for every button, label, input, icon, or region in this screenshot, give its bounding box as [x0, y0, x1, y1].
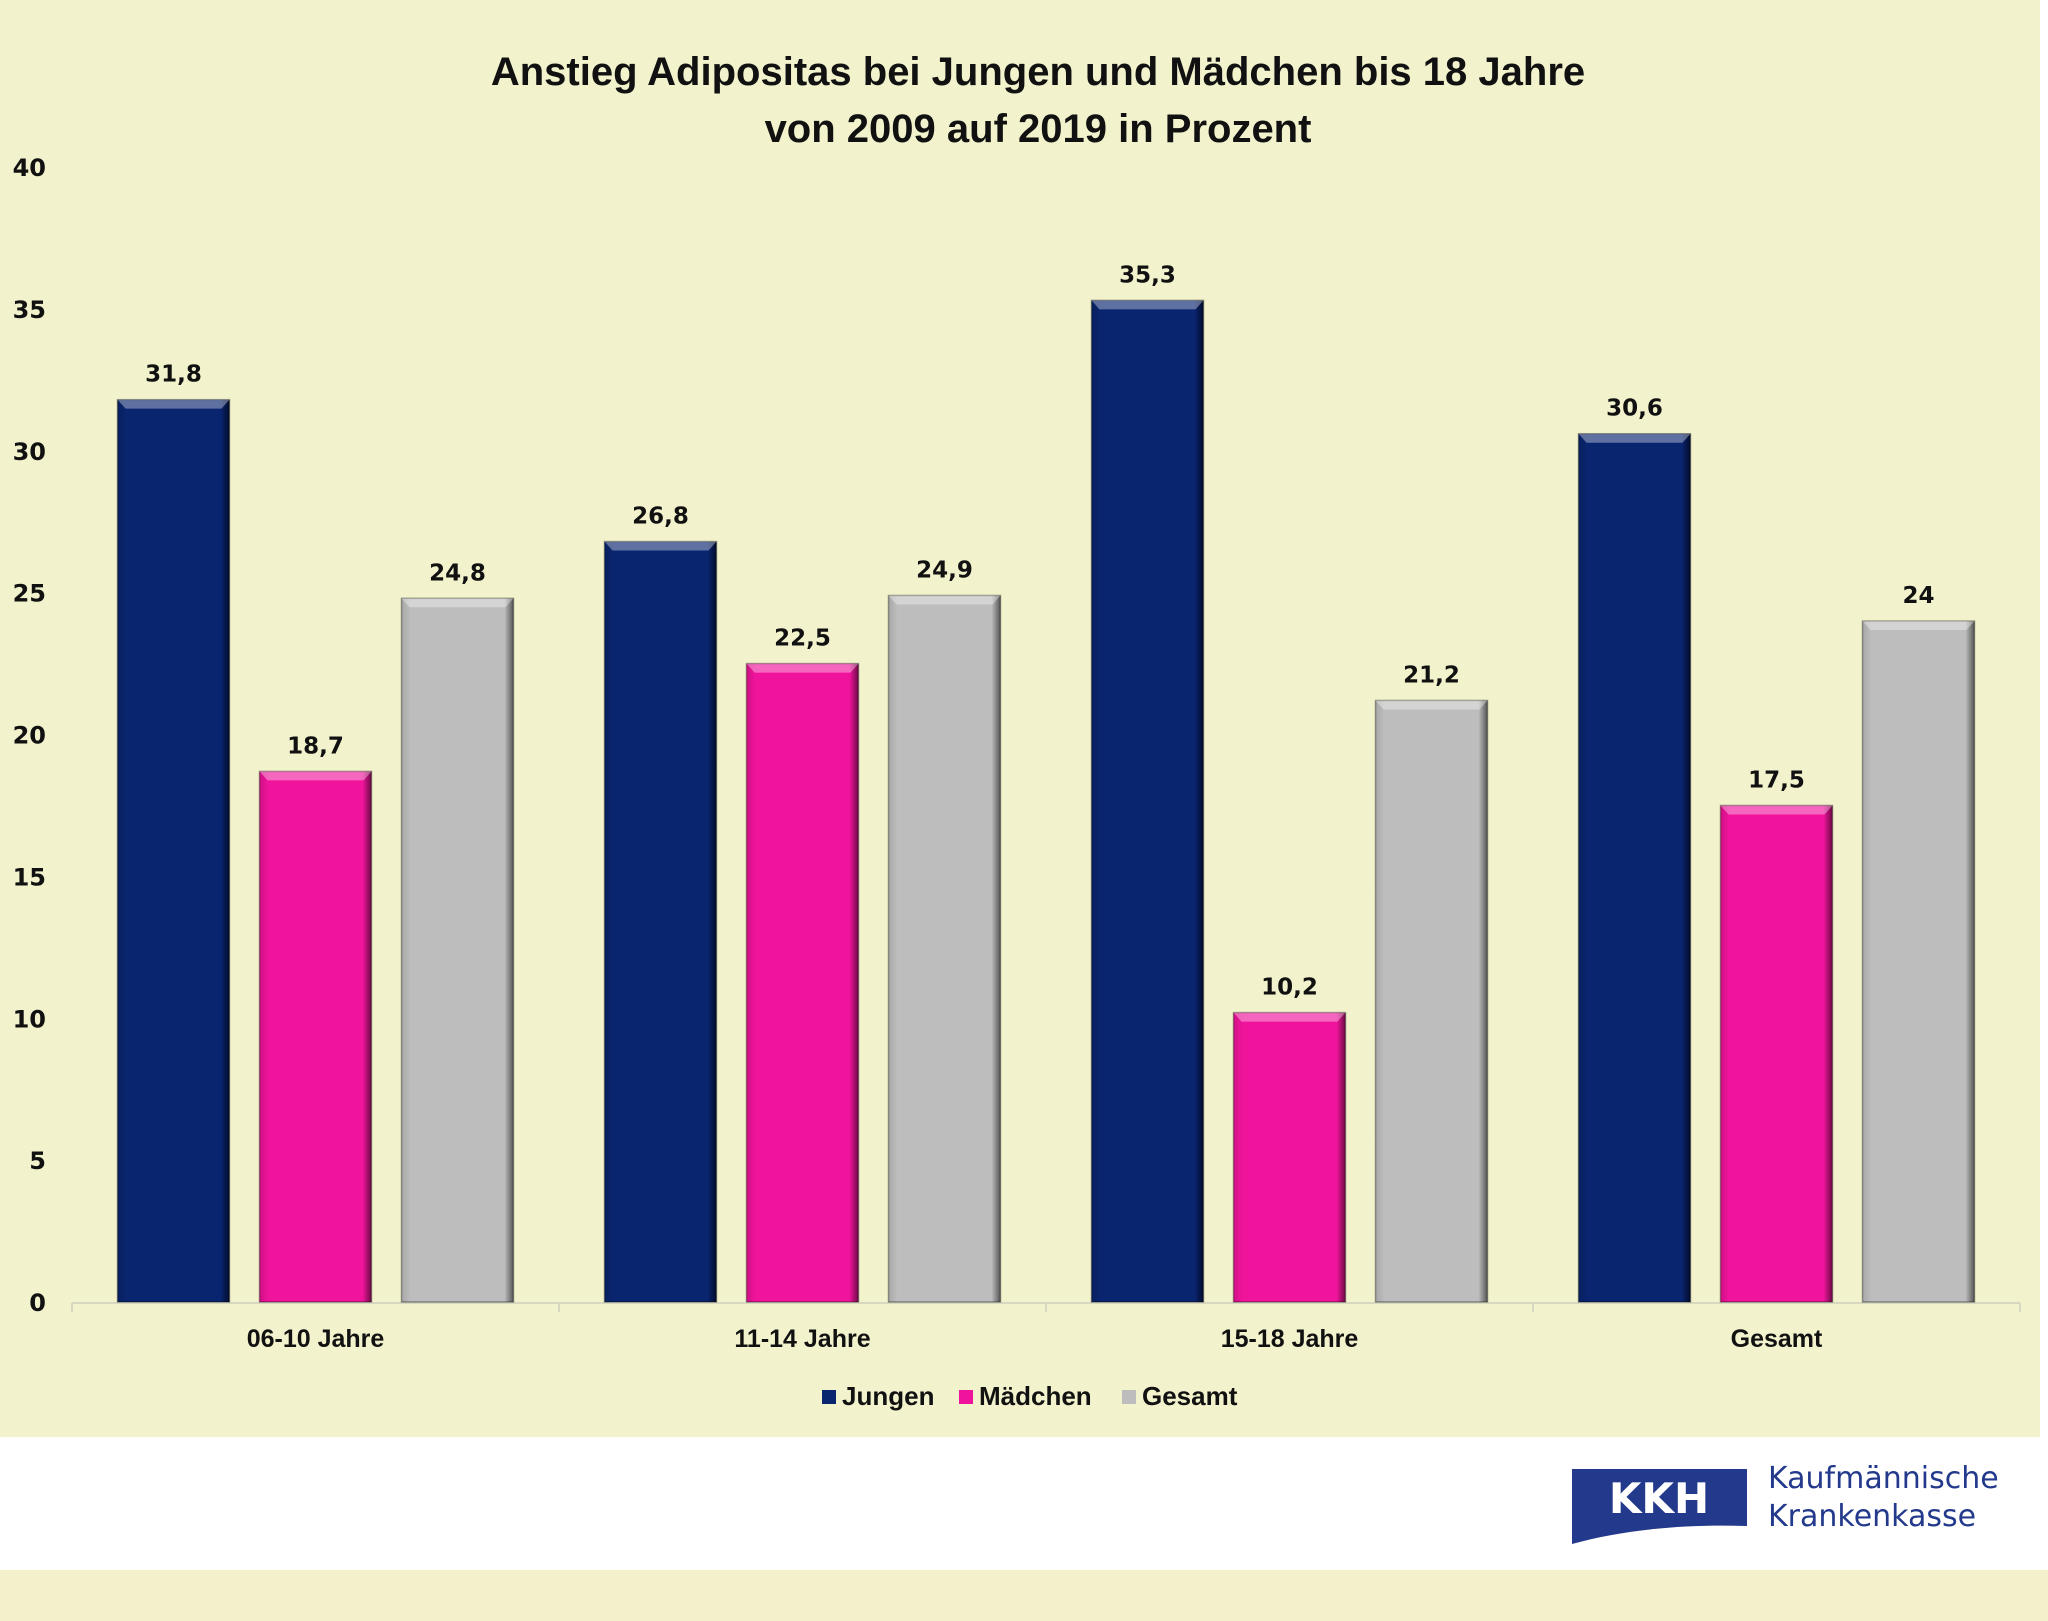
legend-label: Gesamt: [1142, 1381, 1238, 1411]
legend-swatch: [822, 1390, 836, 1404]
bar-bevel: [1862, 621, 1975, 630]
kkh-logo-text: Kaufmännische Krankenkasse: [1768, 1460, 1999, 1536]
bar-rect: [258, 770, 373, 1303]
bar-bevel: [1720, 805, 1833, 815]
x-category-label: 15-18 Jahre: [1221, 1325, 1359, 1353]
y-tick-label: 15: [13, 863, 46, 891]
right-edge: [2040, 0, 2048, 1437]
legend-swatch: [1122, 1390, 1136, 1404]
bar-bevel: [746, 663, 859, 673]
bar-rect: [1232, 1011, 1347, 1303]
bar-gesamt: 24,8: [400, 560, 515, 1303]
bar-rect: [1090, 299, 1205, 1303]
bar-jungen: 26,8: [603, 504, 718, 1303]
legend-item-jungen: Jungen: [822, 1381, 934, 1411]
bar-rect: [745, 662, 860, 1303]
x-category-label: 11-14 Jahre: [734, 1325, 870, 1353]
bar-bevel: [401, 598, 514, 608]
bar-jungen: 30,6: [1577, 396, 1692, 1303]
bar-gesamt: 24,9: [887, 557, 1002, 1303]
x-category-label: 06-10 Jahre: [247, 1325, 385, 1353]
data-label: 24: [1902, 583, 1934, 609]
bar-rect: [603, 540, 718, 1303]
data-label: 21,2: [1403, 662, 1460, 688]
legend-label: Mädchen: [979, 1381, 1092, 1411]
bar-gesamt: 21,2: [1374, 662, 1489, 1303]
y-tick-label: 30: [13, 438, 46, 466]
data-label: 18,7: [287, 733, 344, 759]
data-label: 35,3: [1119, 262, 1176, 288]
bar-bevel: [1091, 300, 1204, 310]
data-label: 10,2: [1261, 975, 1318, 1001]
bar-mdchen: 22,5: [745, 626, 860, 1303]
y-tick-label: 0: [29, 1289, 46, 1317]
bar-jungen: 35,3: [1090, 262, 1205, 1303]
bar-rect: [887, 594, 1002, 1303]
chart-subtitle: von 2009 auf 2019 in Prozent: [765, 107, 1312, 151]
legend-item-mdchen: Mädchen: [959, 1381, 1092, 1411]
data-label: 26,8: [632, 504, 689, 530]
bar-gesamt: 24: [1861, 583, 1976, 1303]
kkh-logo-mark: KKH: [1572, 1469, 1747, 1544]
logo-line-1: Kaufmännische: [1768, 1461, 1999, 1496]
bar-rect: [1719, 804, 1834, 1303]
legend-swatch: [959, 1390, 973, 1404]
bar-bevel: [1578, 433, 1691, 443]
bar-rect: [400, 597, 515, 1303]
bar-rect: [116, 398, 231, 1303]
bar-bevel: [259, 771, 372, 781]
bar-rect: [1374, 699, 1489, 1303]
data-label: 17,5: [1748, 767, 1805, 793]
bar-jungen: 31,8: [116, 362, 231, 1303]
data-label: 30,6: [1606, 396, 1663, 422]
legend-label: Jungen: [842, 1381, 934, 1411]
bar-chart: Anstieg Adipositas bei Jungen und Mädche…: [13, 50, 2021, 1411]
y-tick-label: 25: [13, 580, 46, 608]
data-label: 22,5: [774, 626, 831, 652]
bar-bevel: [117, 399, 230, 409]
data-label: 24,8: [429, 560, 486, 586]
bar-mdchen: 10,2: [1232, 975, 1347, 1303]
bottom-band: [0, 1570, 2040, 1621]
y-tick-label: 5: [29, 1147, 46, 1175]
bar-mdchen: 17,5: [1719, 767, 1834, 1303]
bar-bevel: [888, 595, 1001, 605]
y-tick-label: 40: [13, 154, 46, 182]
bar-rect: [1861, 620, 1976, 1303]
y-tick-label: 20: [13, 722, 46, 750]
y-tick-label: 35: [13, 296, 46, 324]
data-label: 31,8: [145, 362, 202, 388]
x-category-label: Gesamt: [1731, 1325, 1823, 1353]
legend-item-gesamt: Gesamt: [1122, 1381, 1238, 1411]
bar-mdchen: 18,7: [258, 733, 373, 1303]
chart-title: Anstieg Adipositas bei Jungen und Mädche…: [491, 50, 1585, 94]
data-label: 24,9: [916, 557, 973, 583]
y-tick-label: 10: [13, 1005, 46, 1033]
logo-mark-text: KKH: [1609, 1474, 1709, 1523]
bar-bevel: [604, 541, 717, 551]
logo-flag-shape: [1572, 1469, 1747, 1544]
logo-line-2: Krankenkasse: [1768, 1499, 1977, 1534]
bar-bevel: [1375, 700, 1488, 710]
bar-rect: [1577, 432, 1692, 1303]
bar-bevel: [1233, 1012, 1346, 1022]
